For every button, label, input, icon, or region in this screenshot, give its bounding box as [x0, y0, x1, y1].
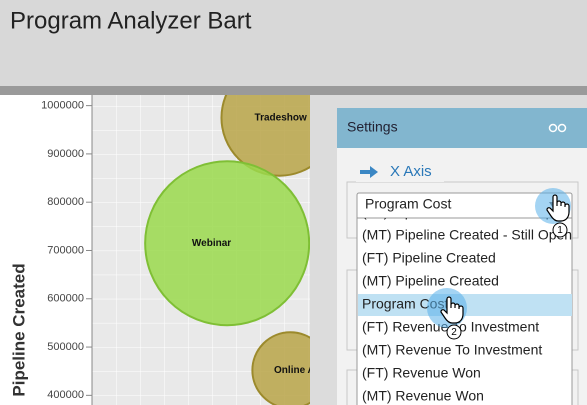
collapse-icon[interactable]	[548, 123, 567, 133]
dropdown-option[interactable]: (MT) Revenue Won	[362, 388, 484, 404]
header-stripe	[0, 86, 587, 95]
options: (FT) Pipeline Created - Still Open (MT) P…	[358, 204, 572, 404]
y-tick-label: 400000	[47, 389, 84, 401]
bubble-label: Online Advertising	[274, 365, 363, 376]
dropdown-option[interactable]: (MT) Pipeline Created	[362, 273, 499, 289]
step-badge	[446, 324, 462, 340]
dropdown-option[interactable]: (FT) Pipeline Created - Still Open	[362, 204, 569, 220]
y-tick-label: 700000	[47, 244, 84, 256]
dropdown-option[interactable]: (MT) Pipeline Created - Still Open	[362, 227, 572, 243]
dropdown-option[interactable]: (FT) Revenue Won	[362, 365, 481, 381]
step-badge	[552, 222, 568, 238]
hand-cursor	[440, 296, 464, 324]
step-number: 1	[557, 225, 563, 236]
settings-title: Settings	[347, 119, 398, 135]
bubble	[220, 95, 310, 177]
y-axis-label: Pipeline Created	[9, 263, 28, 396]
arrow-icon	[360, 166, 378, 178]
y-tick-label: 600000	[47, 293, 84, 305]
dropdown-option[interactable]: (FT) Pipeline Created	[362, 250, 496, 266]
hand-cursor	[546, 194, 570, 222]
bubble-label: Tradeshow	[255, 112, 307, 123]
section-title: X Axis	[390, 163, 432, 180]
page-title: Program Analyzer Bart	[10, 7, 252, 34]
dropdown-option[interactable]: (MT) Revenue To Investment	[362, 342, 542, 358]
settings-header	[337, 108, 587, 148]
legend-bg	[356, 164, 444, 182]
bubble	[251, 331, 310, 405]
y-tick-label: 800000	[47, 196, 84, 208]
y-tick-label: 500000	[47, 341, 84, 353]
header-bg	[0, 0, 587, 86]
y-tick-label: 1000000	[41, 100, 84, 112]
bubble	[144, 160, 310, 327]
y-tick-label: 900000	[47, 148, 84, 160]
step-number: 2	[451, 327, 457, 338]
select-value[interactable]: Program Cost	[365, 196, 451, 212]
dropdown-option[interactable]: Program Cost	[362, 296, 448, 312]
bubble-label: Webinar	[192, 238, 231, 249]
